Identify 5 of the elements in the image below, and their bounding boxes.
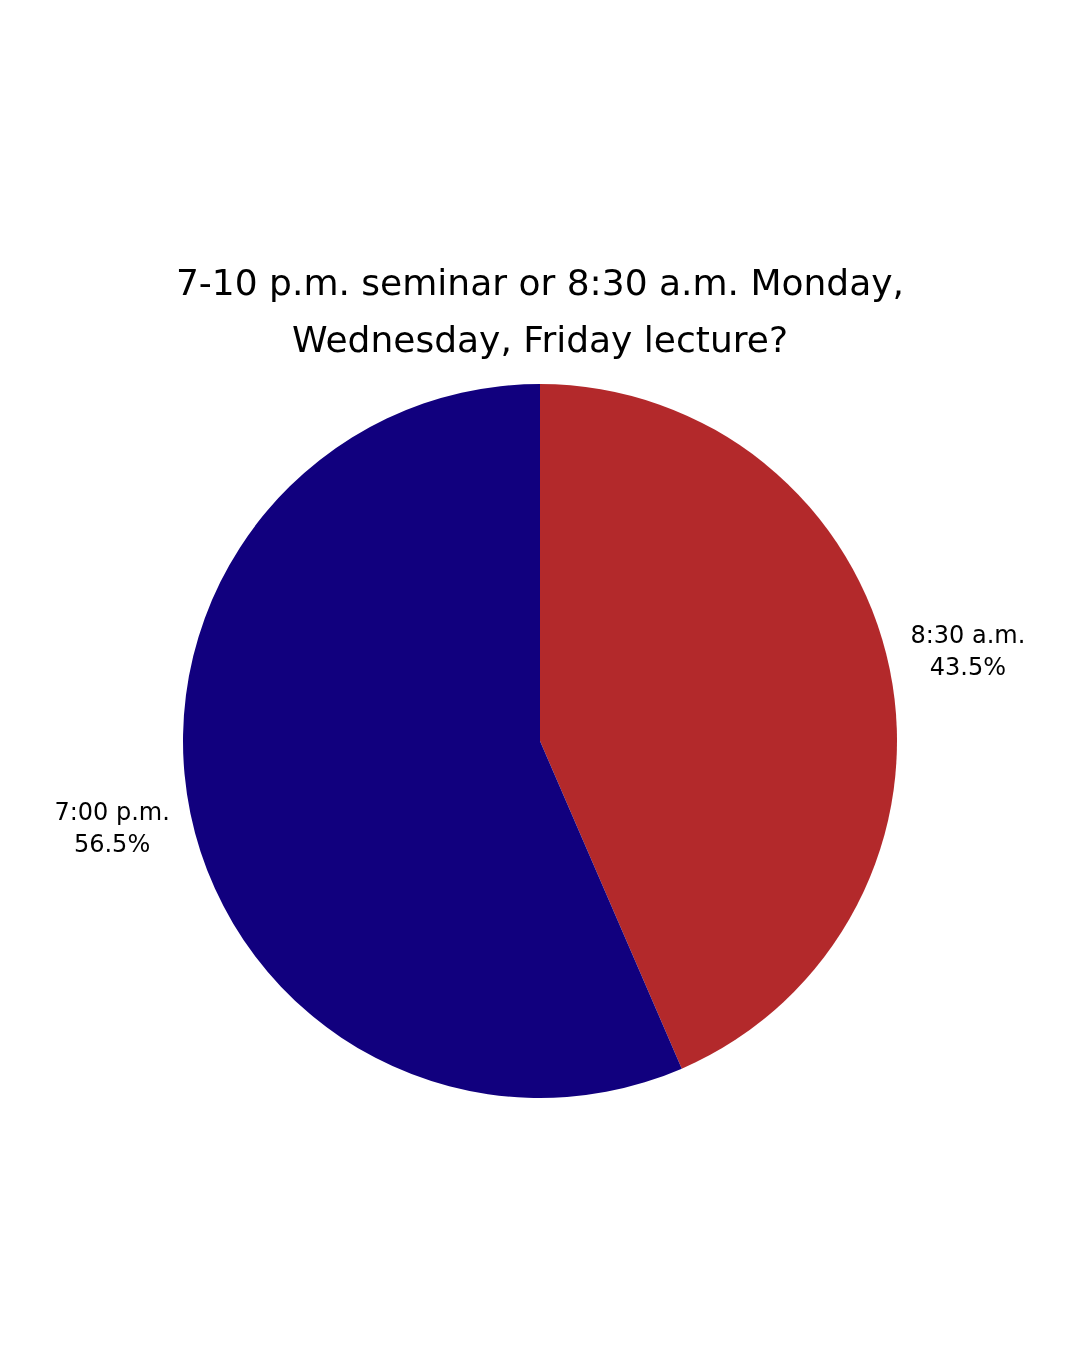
slice-label: 8:30 a.m.	[910, 620, 1026, 649]
chart-title: 7-10 p.m. seminar or 8:30 a.m. Monday, Wednesday, Friday lecture?	[174, 261, 906, 362]
data-label: 56.5%	[73, 829, 151, 858]
slice-label: 7:00 p.m.	[54, 797, 170, 826]
data-label: 43.5%	[929, 652, 1007, 681]
